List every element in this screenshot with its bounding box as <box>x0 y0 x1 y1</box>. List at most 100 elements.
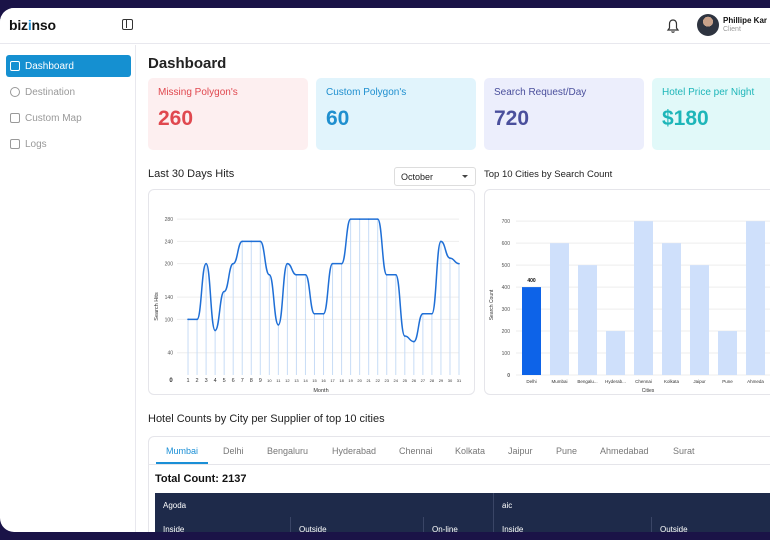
y-tick-label: 40 <box>167 351 173 357</box>
column-header: On-line <box>423 517 493 532</box>
x-tick-label: 18 <box>339 378 344 383</box>
sidebar-item-label: Logs <box>25 138 47 150</box>
tab-jaipur[interactable]: Jaipur <box>508 446 533 456</box>
x-tick-label: 25 <box>403 378 408 383</box>
bar <box>550 243 569 375</box>
bell-icon[interactable] <box>666 18 680 34</box>
y-tick-label: 400 <box>502 285 511 291</box>
data-point <box>304 274 307 276</box>
logo-text-dot: i <box>27 17 32 33</box>
tab-bengaluru[interactable]: Bengaluru <box>267 446 309 456</box>
data-point <box>295 274 298 276</box>
x-tick-label: 10 <box>267 378 272 383</box>
tab-hyderabad[interactable]: Hyderabad <box>332 446 377 456</box>
supplier-header-agoda: Agoda <box>155 493 493 517</box>
data-point <box>196 318 198 321</box>
x-tick-label: Jaipur <box>693 379 706 384</box>
top-bar: bizinso Phillipe Kar Client <box>0 8 770 44</box>
x-tick-label: 8 <box>250 378 253 384</box>
total-count: Total Count: 2137 <box>155 473 247 485</box>
x-tick-label: 12 <box>285 378 290 383</box>
tab-delhi[interactable]: Delhi <box>223 446 244 456</box>
cities-chart-title: Top 10 Cities by Search Count <box>484 169 613 180</box>
tab-mumbai[interactable]: Mumbai <box>166 446 199 456</box>
user-name: Phillipe Kar <box>723 16 768 25</box>
avatar[interactable] <box>697 14 719 36</box>
column-header: Outside <box>290 517 423 532</box>
y-tick-label: 100 <box>165 317 174 323</box>
tab-pune[interactable]: Pune <box>556 446 578 456</box>
dashboard-icon <box>10 61 20 71</box>
data-point <box>277 324 280 326</box>
data-point <box>223 290 225 293</box>
data-point <box>449 257 451 259</box>
x-tick-label: 17 <box>330 378 335 383</box>
page-title: Dashboard <box>148 55 227 72</box>
x-tick-label: 23 <box>385 378 390 383</box>
x-tick-label: 16 <box>321 378 326 383</box>
x-tick-label: 11 <box>276 378 281 383</box>
data-point <box>214 329 216 332</box>
x-tick-label: 20 <box>357 378 362 383</box>
sidebar-item-logs[interactable]: Logs <box>6 133 131 155</box>
y-tick-label: 140 <box>165 295 174 301</box>
stat-card: Missing Polygon's 260 <box>148 78 308 150</box>
data-point <box>232 262 234 265</box>
data-point <box>376 218 379 220</box>
sidebar-item-custom-map[interactable]: Custom Map <box>6 107 131 129</box>
logo-text-main: biz <box>9 17 28 33</box>
data-point <box>322 312 325 315</box>
tab-ahmedabad[interactable]: Ahmedabad <box>600 446 649 456</box>
x-tick-label: 31 <box>457 378 462 383</box>
x-tick-label: 24 <box>394 378 399 383</box>
tab-chennai[interactable]: Chennai <box>399 446 433 456</box>
map-icon <box>10 113 20 123</box>
x-tick-label: Pune <box>722 379 733 384</box>
x-axis-label: Month <box>313 388 328 394</box>
data-point <box>358 218 361 220</box>
supplier-name: Agoda <box>163 501 187 510</box>
x-tick-label: 9 <box>259 378 262 384</box>
cities-bar-chart: 0 100 200 300 400 500 600 700 Delhi Mumbai Bengalu… <box>489 219 770 394</box>
hits-chart-title: Last 30 Days Hits <box>148 168 235 180</box>
bar <box>662 243 681 375</box>
data-point <box>458 262 460 265</box>
month-select[interactable]: October <box>394 167 476 186</box>
supplier-subheader-row: Inside Outside On-line Inside Outside <box>155 517 770 532</box>
data-point <box>422 312 424 315</box>
data-point <box>413 340 415 343</box>
data-point <box>205 262 207 265</box>
data-point <box>241 240 244 243</box>
data-point <box>394 274 397 276</box>
logs-icon <box>10 139 20 149</box>
tab-kolkata[interactable]: Kolkata <box>455 446 486 456</box>
logo[interactable]: bizinso <box>9 17 56 33</box>
x-tick-label: Bengalu... <box>577 379 597 384</box>
sidebar-item-label: Destination <box>25 86 76 98</box>
pin-icon <box>10 87 20 97</box>
bar <box>606 331 625 375</box>
y-axis-label: Search Hits <box>154 292 160 321</box>
data-point <box>367 218 370 220</box>
x-tick-label: Delhi <box>526 379 536 384</box>
y-tick-label: 280 <box>165 217 174 223</box>
sidebar-toggle-icon[interactable] <box>122 19 133 30</box>
y-tick-label: 600 <box>502 241 511 247</box>
sidebar-item-destination[interactable]: Destination <box>6 81 131 103</box>
data-label: 400 <box>527 278 536 284</box>
bar <box>578 265 597 375</box>
stat-card: Search Request/Day 720 <box>484 78 644 150</box>
tab-surat[interactable]: Surat <box>673 446 695 456</box>
x-tick-label: 15 <box>312 378 317 383</box>
data-point <box>313 312 316 315</box>
y-tick-label: 200 <box>502 329 511 335</box>
data-point <box>349 218 352 220</box>
data-point <box>331 262 334 265</box>
stat-card-value: 60 <box>326 107 350 130</box>
x-tick-label: 3 <box>205 378 208 384</box>
x-tick-label: 27 <box>421 378 426 383</box>
sidebar-item-dashboard[interactable]: Dashboard <box>6 55 131 77</box>
column-header: Inside <box>493 517 651 532</box>
month-select-value: October <box>401 172 434 182</box>
